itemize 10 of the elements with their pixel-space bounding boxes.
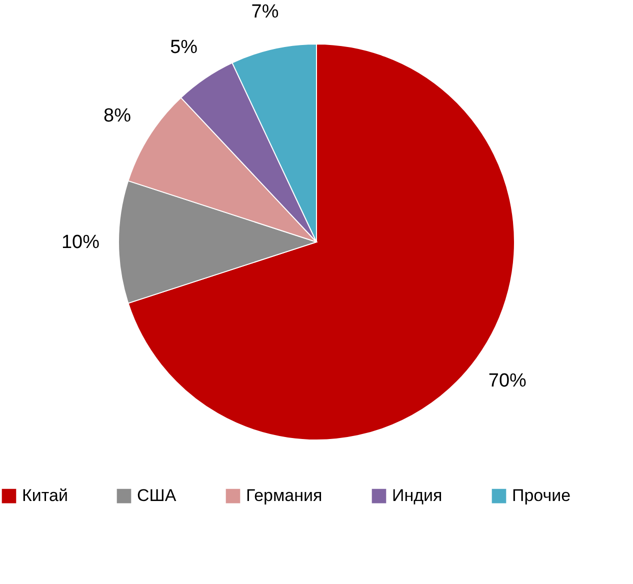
data-label: 7% — [251, 2, 279, 23]
legend-label: Прочие — [512, 486, 571, 506]
data-label: 8% — [104, 106, 132, 127]
legend-label: Индия — [392, 486, 442, 506]
legend-label: Китай — [22, 486, 68, 506]
legend-label: Германия — [246, 486, 322, 506]
data-label: 10% — [61, 232, 100, 253]
legend-label: США — [137, 486, 177, 506]
data-label: 70% — [488, 370, 527, 392]
data-label: 5% — [170, 36, 198, 58]
